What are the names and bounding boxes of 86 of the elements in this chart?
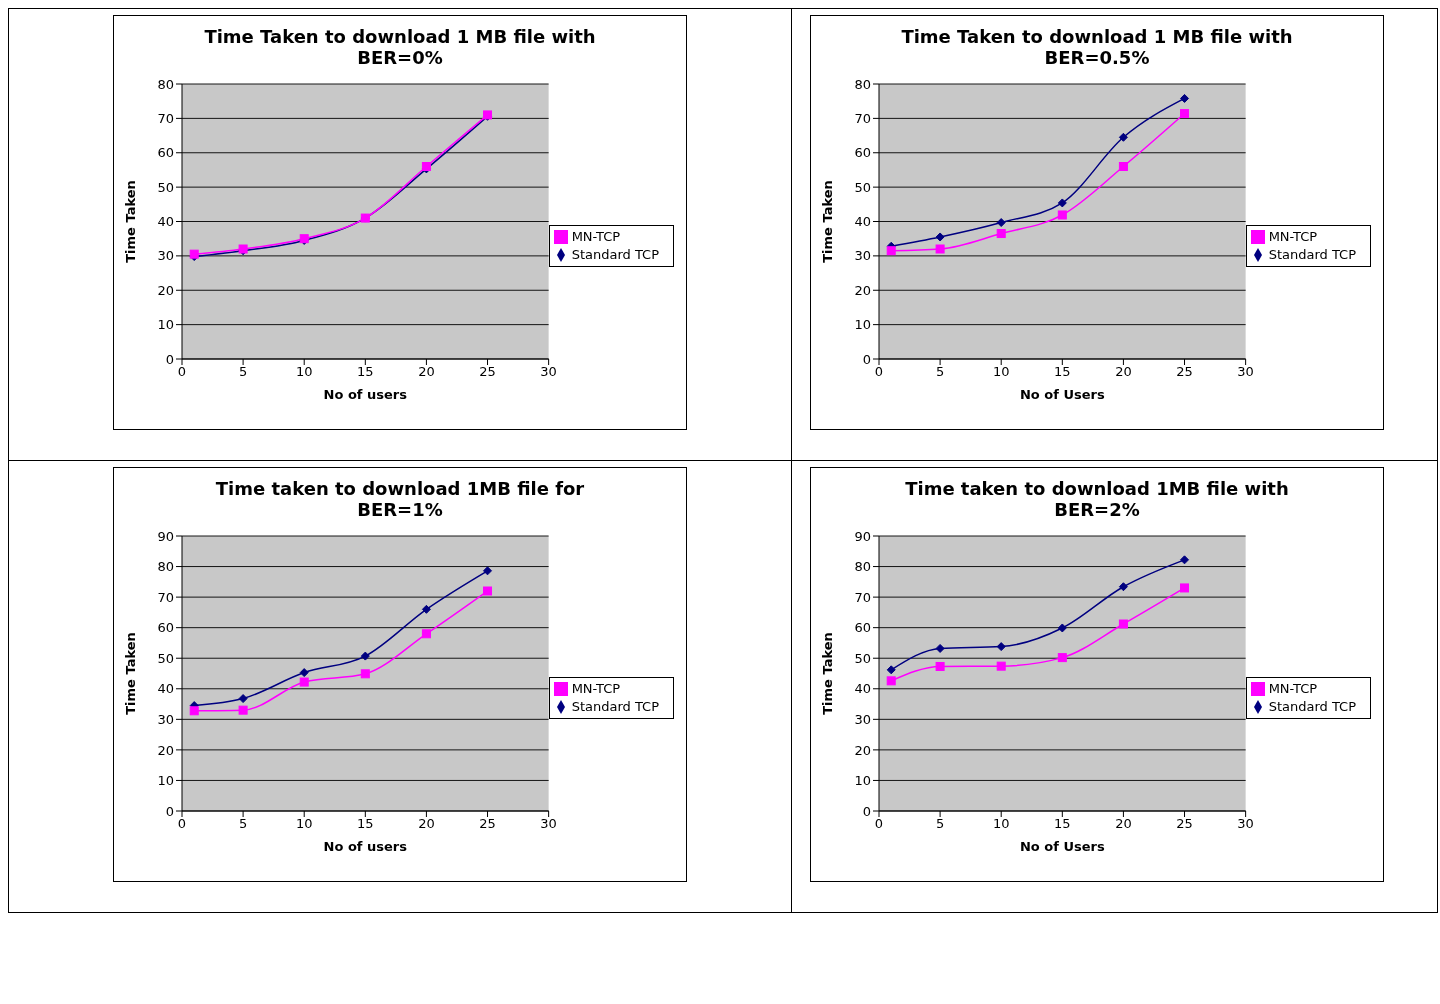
x-axis-title: No of Users xyxy=(1019,387,1105,402)
x-tick-label: 20 xyxy=(1115,364,1132,380)
y-tick-label: 20 xyxy=(854,282,871,298)
x-tick-label: 5 xyxy=(238,364,248,380)
chart-title: Time Taken to download 1 MB file with BER=0% xyxy=(203,26,597,68)
y-tick-label: 20 xyxy=(854,742,871,758)
x-tick-label: 25 xyxy=(479,816,496,832)
x-tick-label: 20 xyxy=(418,364,435,380)
x-axis-title: No of Users xyxy=(1019,839,1105,854)
y-tick-label: 10 xyxy=(854,773,871,789)
y-tick-label: 80 xyxy=(854,559,871,575)
y-tick-label: 40 xyxy=(157,214,174,230)
x-tick-label: 15 xyxy=(1054,816,1071,832)
x-tick-label: 5 xyxy=(935,364,945,380)
y-tick-label: 70 xyxy=(157,110,174,126)
y-tick-label: 60 xyxy=(854,145,871,161)
x-tick-label: 5 xyxy=(935,816,945,832)
y-tick-label: 0 xyxy=(165,351,174,367)
x-tick-label: 20 xyxy=(1115,816,1132,832)
legend-label: MN-TCP xyxy=(571,680,621,696)
x-axis-title: No of users xyxy=(323,839,408,854)
y-axis-title: Time Taken xyxy=(819,632,835,715)
y-tick-label: 60 xyxy=(157,620,174,636)
x-tick-label: 0 xyxy=(177,816,187,832)
legend-label: MN-TCP xyxy=(1268,228,1318,244)
y-tick-label: 30 xyxy=(854,711,871,727)
y-tick-label: 70 xyxy=(157,589,174,605)
x-tick-label: 10 xyxy=(295,816,313,832)
y-tick-label: 80 xyxy=(854,76,871,92)
y-tick-label: 60 xyxy=(157,145,174,161)
y-tick-label: 30 xyxy=(854,248,871,264)
x-tick-label: 5 xyxy=(238,816,248,832)
legend-label: Standard TCP xyxy=(571,698,659,714)
y-tick-label: 0 xyxy=(862,351,871,367)
legend-label: Standard TCP xyxy=(1268,698,1356,714)
y-tick-label: 30 xyxy=(157,248,174,264)
y-tick-label: 0 xyxy=(862,803,871,819)
legend-label: MN-TCP xyxy=(1268,680,1318,696)
x-tick-label: 10 xyxy=(992,816,1010,832)
x-tick-label: 25 xyxy=(1176,816,1193,832)
x-tick-label: 30 xyxy=(540,364,557,380)
y-tick-label: 70 xyxy=(854,589,871,605)
x-tick-label: 10 xyxy=(992,364,1010,380)
y-tick-label: 90 xyxy=(157,528,174,544)
y-tick-label: 60 xyxy=(854,620,871,636)
y-tick-label: 80 xyxy=(157,76,174,92)
x-tick-label: 25 xyxy=(1176,364,1193,380)
x-tick-label: 15 xyxy=(357,364,374,380)
y-tick-label: 50 xyxy=(854,179,871,195)
y-tick-label: 70 xyxy=(854,110,871,126)
y-tick-label: 50 xyxy=(157,650,174,666)
legend-label: Standard TCP xyxy=(571,246,659,262)
y-tick-label: 40 xyxy=(854,214,871,230)
x-tick-label: 15 xyxy=(1054,364,1071,380)
y-tick-label: 50 xyxy=(854,650,871,666)
y-tick-label: 10 xyxy=(854,317,871,333)
x-tick-label: 30 xyxy=(1237,364,1254,380)
x-tick-label: 0 xyxy=(177,364,187,380)
y-tick-label: 50 xyxy=(157,179,174,195)
x-tick-label: 20 xyxy=(418,816,435,832)
x-tick-label: 30 xyxy=(540,816,557,832)
x-tick-label: 0 xyxy=(874,364,884,380)
x-tick-label: 0 xyxy=(874,816,884,832)
x-axis-title: No of users xyxy=(323,387,408,402)
y-tick-label: 10 xyxy=(157,317,174,333)
x-tick-label: 25 xyxy=(479,364,496,380)
y-tick-label: 40 xyxy=(854,681,871,697)
y-tick-label: 90 xyxy=(854,528,871,544)
y-tick-label: 40 xyxy=(157,681,174,697)
y-axis-title: Time Taken xyxy=(122,632,138,715)
x-tick-label: 10 xyxy=(295,364,313,380)
y-axis-title: Time Taken xyxy=(819,180,835,263)
y-tick-label: 30 xyxy=(157,711,174,727)
y-axis-title: Time Taken xyxy=(122,180,138,263)
chart-title: Time Taken to download 1 MB file with BER=0.5% xyxy=(900,26,1294,68)
y-tick-label: 80 xyxy=(157,559,174,575)
y-tick-label: 10 xyxy=(157,773,174,789)
y-tick-label: 20 xyxy=(157,282,174,298)
legend-label: MN-TCP xyxy=(571,228,621,244)
x-tick-label: 30 xyxy=(1237,816,1254,832)
y-tick-label: 0 xyxy=(165,803,174,819)
chart-title: Time taken to download 1MB file with BER=2% xyxy=(904,478,1290,520)
x-tick-label: 15 xyxy=(357,816,374,832)
chart-title: Time taken to download 1MB file for BER=1% xyxy=(214,478,586,520)
y-tick-label: 20 xyxy=(157,742,174,758)
legend-label: Standard TCP xyxy=(1268,246,1356,262)
